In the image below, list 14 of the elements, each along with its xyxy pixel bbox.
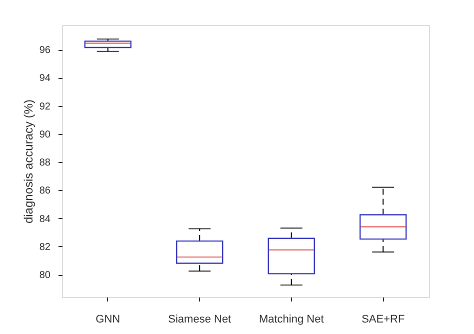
x-tick-label: SAE+RF	[362, 314, 405, 326]
x-tick-label: GNN	[96, 314, 120, 326]
x-tick-label: Siamese Net	[168, 314, 232, 326]
x-tick-label: Matching Net	[258, 314, 324, 326]
y-tick-label: 90	[39, 129, 51, 140]
y-axis-title: diagnosis accuracy (%)	[21, 99, 36, 224]
y-tick-label: 94	[39, 73, 51, 84]
y-tick-label: 80	[39, 270, 51, 282]
y-tick-label: 84	[39, 214, 51, 225]
y-tick-label: 92	[39, 101, 51, 112]
y-tick-label: 86	[39, 186, 51, 197]
y-tick-label: 96	[39, 45, 51, 56]
y-tick-label: 82	[39, 242, 51, 253]
y-tick-label: 88	[39, 158, 51, 169]
